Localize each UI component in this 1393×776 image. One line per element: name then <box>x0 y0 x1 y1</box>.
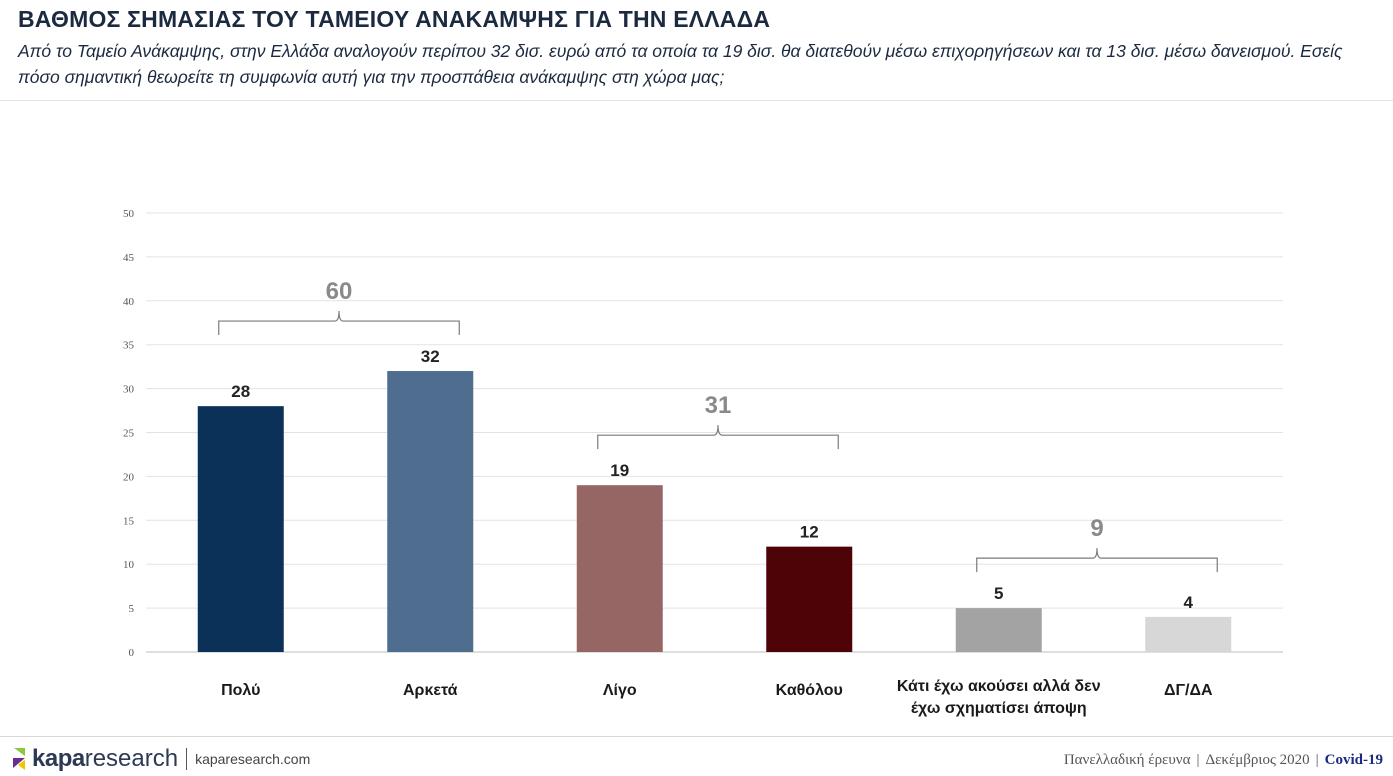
value-label: 5 <box>994 584 1003 603</box>
category-label: Πολύ <box>221 682 260 699</box>
y-tick-label: 50 <box>123 208 135 220</box>
bar <box>576 485 663 652</box>
y-tick-label: 45 <box>123 252 135 264</box>
group-brace <box>976 548 1218 573</box>
logo-kapa-text: kapa <box>32 745 85 772</box>
category-label: έχω σχηματίσει άποψη <box>911 700 1087 717</box>
bar <box>1145 616 1232 652</box>
bar <box>955 608 1042 652</box>
group-total-label: 31 <box>705 392 732 419</box>
category-label: ΔΓ/ΔΑ <box>1164 682 1213 699</box>
value-label: 19 <box>610 461 629 480</box>
logo-research-text: research <box>84 745 179 772</box>
footer-divider <box>0 736 1393 737</box>
footer-survey-info: Πανελλαδική έρευνα | Δεκέμβριος 2020 | Covid… <box>1063 752 1383 768</box>
page-title: ΒΑΘΜΟΣ ΣΗΜΑΣΙΑΣ ΤΟΥ ΤΑΜΕΙΟΥ ΑΝΑΚΑΜΨΗΣ ΓΙ… <box>18 6 771 32</box>
question-text: Από το Ταμείο Ανάκαμψης, στην Ελλάδα ανα… <box>18 41 1343 87</box>
group-total-label: 60 <box>326 278 353 305</box>
bar <box>766 546 853 652</box>
value-label: 28 <box>231 382 250 401</box>
footer-separator <box>186 748 188 770</box>
footer-date: Δεκέμβριος 2020 <box>1205 752 1310 768</box>
y-tick-label: 0 <box>129 647 135 659</box>
value-label: 12 <box>800 523 819 542</box>
group-brace <box>218 311 460 336</box>
footer-website[interactable]: kaparesearch.com <box>195 751 311 767</box>
header-divider <box>0 100 1393 101</box>
category-label: Λίγο <box>603 682 637 699</box>
y-tick-label: 35 <box>123 340 135 352</box>
group-brace <box>597 425 839 450</box>
footer-tag: Covid-19 <box>1324 752 1383 768</box>
y-tick-label: 40 <box>123 296 135 308</box>
bar <box>387 371 474 652</box>
value-label: 32 <box>421 347 440 366</box>
y-tick-label: 25 <box>123 428 135 440</box>
bar <box>197 406 284 652</box>
category-label: Κάτι έχω ακούσει αλλά δεν <box>897 678 1101 695</box>
footer-survey: Πανελλαδική έρευνα <box>1063 752 1191 768</box>
y-tick-label: 15 <box>123 515 135 527</box>
y-tick-label: 20 <box>123 471 135 483</box>
y-tick-label: 5 <box>129 603 135 615</box>
footer-brand: kapa research kaparesearch.com <box>10 744 310 774</box>
bar-chart: 0510152025303540455028Πολύ32Αρκετά19Λίγο… <box>123 208 1283 717</box>
value-label: 4 <box>1184 593 1194 612</box>
category-label: Καθόλου <box>776 682 843 699</box>
group-total-label: 9 <box>1090 515 1103 542</box>
y-tick-label: 30 <box>123 384 135 396</box>
category-label: Αρκετά <box>403 682 458 699</box>
y-tick-label: 10 <box>123 559 135 571</box>
kapa-logo-icon <box>13 748 25 770</box>
